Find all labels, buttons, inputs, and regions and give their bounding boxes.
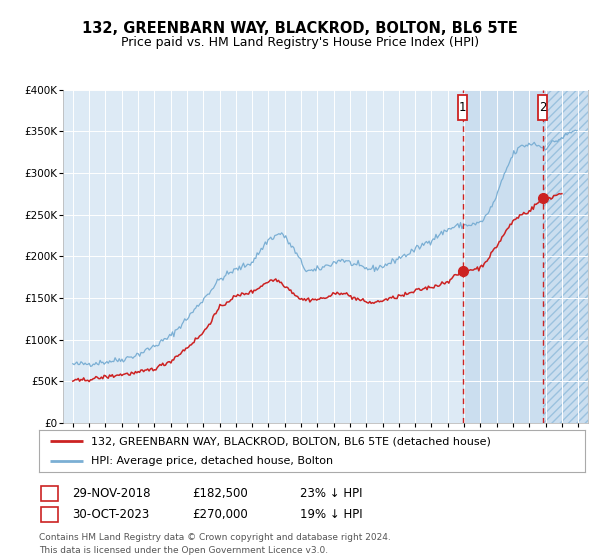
- Text: HPI: Average price, detached house, Bolton: HPI: Average price, detached house, Bolt…: [91, 456, 333, 465]
- Text: 1: 1: [459, 101, 467, 114]
- Text: Contains HM Land Registry data © Crown copyright and database right 2024.
This d: Contains HM Land Registry data © Crown c…: [39, 533, 391, 554]
- Text: 1: 1: [46, 489, 53, 499]
- Text: 2: 2: [539, 101, 547, 114]
- Bar: [543, 90, 588, 423]
- FancyBboxPatch shape: [458, 95, 467, 120]
- Text: Price paid vs. HM Land Registry's House Price Index (HPI): Price paid vs. HM Land Registry's House …: [121, 36, 479, 49]
- Text: 23% ↓ HPI: 23% ↓ HPI: [300, 487, 362, 501]
- Text: 19% ↓ HPI: 19% ↓ HPI: [300, 507, 362, 521]
- Text: 132, GREENBARN WAY, BLACKROD, BOLTON, BL6 5TE (detached house): 132, GREENBARN WAY, BLACKROD, BOLTON, BL…: [91, 436, 491, 446]
- Text: £270,000: £270,000: [192, 507, 248, 521]
- Text: 30-OCT-2023: 30-OCT-2023: [72, 507, 149, 521]
- Text: 29-NOV-2018: 29-NOV-2018: [72, 487, 151, 501]
- Text: £182,500: £182,500: [192, 487, 248, 501]
- Bar: [463, 90, 588, 423]
- Text: 132, GREENBARN WAY, BLACKROD, BOLTON, BL6 5TE: 132, GREENBARN WAY, BLACKROD, BOLTON, BL…: [82, 21, 518, 36]
- FancyBboxPatch shape: [538, 95, 547, 120]
- Text: 2: 2: [46, 509, 53, 519]
